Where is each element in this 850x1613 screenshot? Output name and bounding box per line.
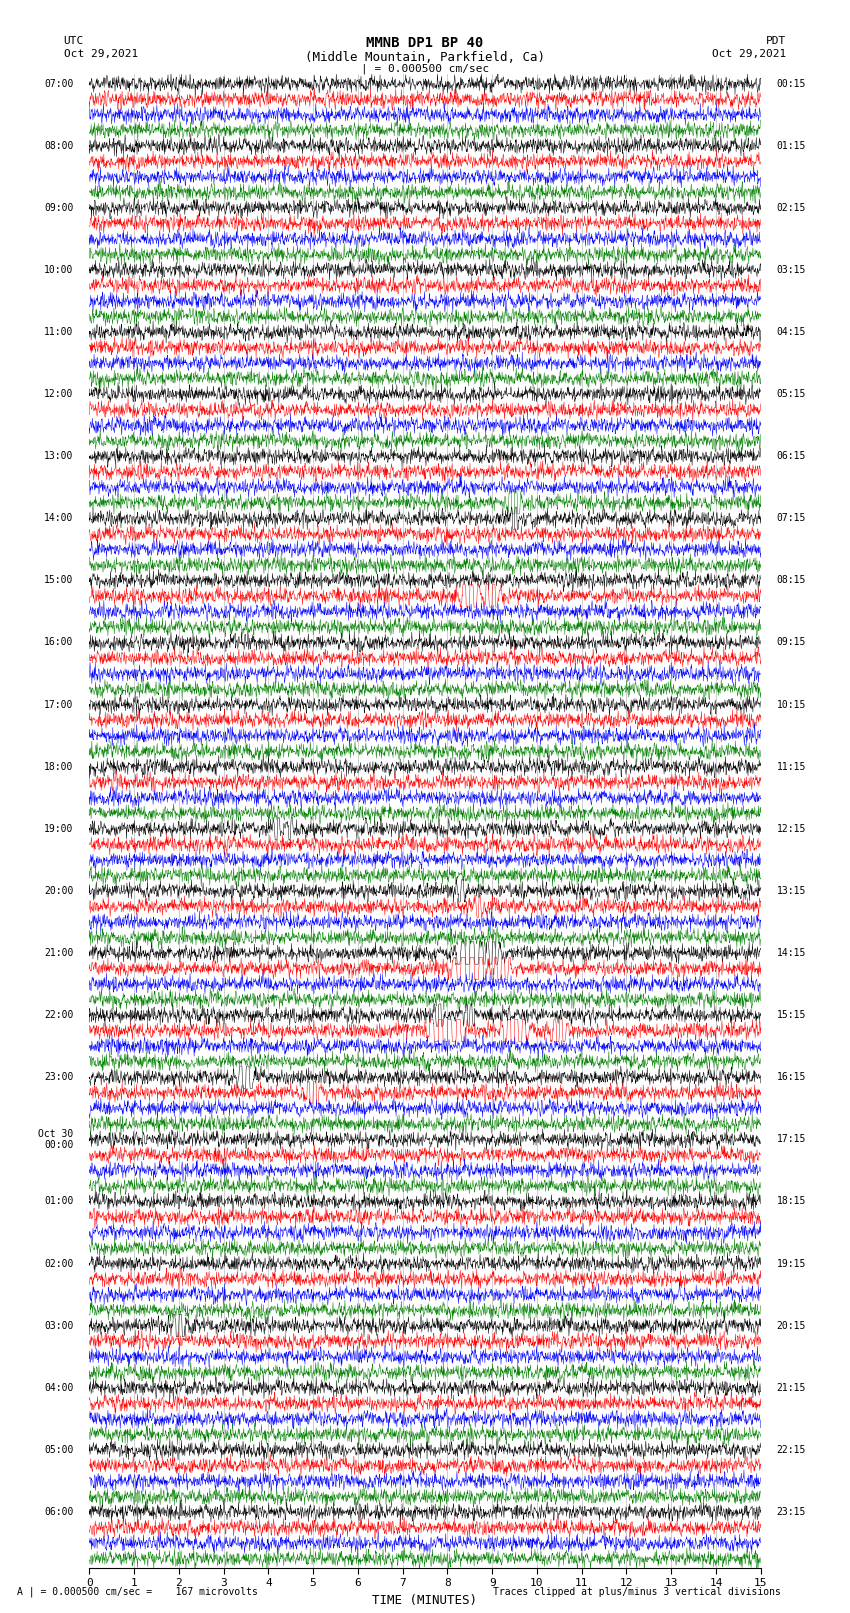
Text: 13:15: 13:15	[776, 886, 806, 895]
Text: 00:15: 00:15	[776, 79, 806, 89]
Text: 02:00: 02:00	[44, 1258, 74, 1268]
Text: 12:15: 12:15	[776, 824, 806, 834]
Text: UTC: UTC	[64, 37, 84, 47]
Text: Oct 29,2021: Oct 29,2021	[712, 50, 786, 60]
Text: 22:15: 22:15	[776, 1445, 806, 1455]
Text: Oct 30
00:00: Oct 30 00:00	[38, 1129, 74, 1150]
Text: 04:00: 04:00	[44, 1382, 74, 1392]
Text: 08:15: 08:15	[776, 576, 806, 586]
Text: 21:15: 21:15	[776, 1382, 806, 1392]
Text: 18:00: 18:00	[44, 761, 74, 771]
Text: PDT: PDT	[766, 37, 786, 47]
Text: 22:00: 22:00	[44, 1010, 74, 1019]
X-axis label: TIME (MINUTES): TIME (MINUTES)	[372, 1594, 478, 1607]
Text: 05:00: 05:00	[44, 1445, 74, 1455]
Text: 17:15: 17:15	[776, 1134, 806, 1144]
Text: | = 0.000500 cm/sec: | = 0.000500 cm/sec	[361, 65, 489, 74]
Text: 23:00: 23:00	[44, 1073, 74, 1082]
Text: 15:15: 15:15	[776, 1010, 806, 1019]
Text: 13:00: 13:00	[44, 452, 74, 461]
Text: 03:15: 03:15	[776, 265, 806, 274]
Text: 16:15: 16:15	[776, 1073, 806, 1082]
Text: Oct 29,2021: Oct 29,2021	[64, 50, 138, 60]
Text: 23:15: 23:15	[776, 1507, 806, 1516]
Text: 19:15: 19:15	[776, 1258, 806, 1268]
Text: 14:15: 14:15	[776, 948, 806, 958]
Text: 08:00: 08:00	[44, 140, 74, 150]
Text: 07:15: 07:15	[776, 513, 806, 523]
Text: 11:15: 11:15	[776, 761, 806, 771]
Text: Traces clipped at plus/minus 3 vertical divisions: Traces clipped at plus/minus 3 vertical …	[493, 1587, 781, 1597]
Text: 06:00: 06:00	[44, 1507, 74, 1516]
Text: 14:00: 14:00	[44, 513, 74, 523]
Text: 01:00: 01:00	[44, 1197, 74, 1207]
Text: 19:00: 19:00	[44, 824, 74, 834]
Text: 18:15: 18:15	[776, 1197, 806, 1207]
Text: 17:00: 17:00	[44, 700, 74, 710]
Text: 20:15: 20:15	[776, 1321, 806, 1331]
Text: 06:15: 06:15	[776, 452, 806, 461]
Text: 07:00: 07:00	[44, 79, 74, 89]
Text: 10:15: 10:15	[776, 700, 806, 710]
Text: 15:00: 15:00	[44, 576, 74, 586]
Text: 16:00: 16:00	[44, 637, 74, 647]
Text: 05:15: 05:15	[776, 389, 806, 398]
Text: 01:15: 01:15	[776, 140, 806, 150]
Text: 04:15: 04:15	[776, 327, 806, 337]
Text: A | = 0.000500 cm/sec =    167 microvolts: A | = 0.000500 cm/sec = 167 microvolts	[17, 1586, 258, 1597]
Text: 03:00: 03:00	[44, 1321, 74, 1331]
Text: 09:00: 09:00	[44, 203, 74, 213]
Text: 21:00: 21:00	[44, 948, 74, 958]
Text: (Middle Mountain, Parkfield, Ca): (Middle Mountain, Parkfield, Ca)	[305, 50, 545, 65]
Text: 09:15: 09:15	[776, 637, 806, 647]
Text: 02:15: 02:15	[776, 203, 806, 213]
Text: 10:00: 10:00	[44, 265, 74, 274]
Text: 11:00: 11:00	[44, 327, 74, 337]
Text: 12:00: 12:00	[44, 389, 74, 398]
Text: MMNB DP1 BP 40: MMNB DP1 BP 40	[366, 37, 484, 50]
Text: 20:00: 20:00	[44, 886, 74, 895]
